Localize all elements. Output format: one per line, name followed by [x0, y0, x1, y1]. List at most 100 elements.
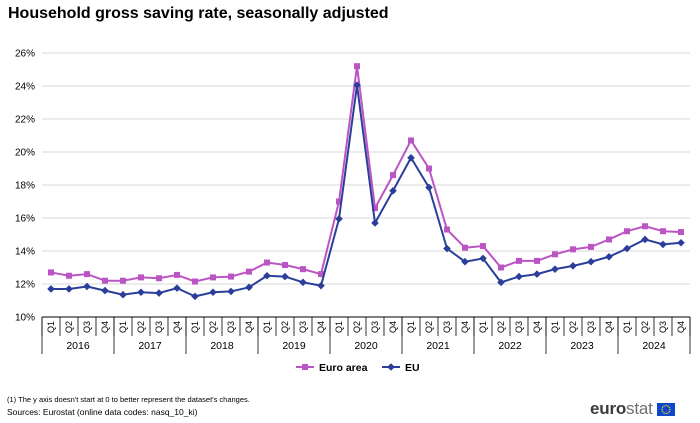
data-point-eu [605, 252, 613, 261]
data-point-eu [461, 257, 469, 266]
data-point-eu [659, 240, 667, 249]
series-eu [47, 81, 685, 301]
data-point-eu [677, 238, 685, 247]
data-point-eu [83, 282, 91, 291]
data-point-eu [425, 183, 433, 192]
data-point-euro-area [138, 274, 144, 281]
legend-label: Euro area [319, 362, 368, 374]
y-tick-label: 10% [15, 313, 35, 324]
series-euro-area [48, 63, 684, 285]
y-tick-label: 16% [15, 214, 35, 225]
data-point-eu [443, 244, 451, 253]
x-tick-label-quarter: Q3 [658, 321, 668, 333]
data-point-eu [263, 271, 271, 280]
x-tick-label-quarter: Q1 [550, 321, 560, 333]
data-point-eu [515, 272, 523, 281]
data-point-euro-area [210, 274, 216, 281]
eu-flag-icon [656, 402, 675, 416]
x-tick-label-year: 2024 [642, 340, 666, 352]
y-axis: 10% 12% 14% 16% 18% 20% 22% 24% 26% [15, 49, 35, 324]
x-tick-label-quarter: Q4 [676, 321, 686, 333]
data-point-eu [407, 153, 415, 162]
data-point-euro-area [120, 277, 126, 284]
data-point-euro-area [498, 264, 504, 271]
data-point-euro-area [426, 165, 432, 172]
x-tick-label-quarter: Q1 [46, 321, 56, 333]
x-tick-label-year: 2020 [354, 340, 378, 352]
x-tick-label-quarter: Q2 [64, 321, 74, 333]
x-tick-label-quarter: Q2 [640, 321, 650, 333]
data-point-euro-area [192, 278, 198, 285]
flag-star [661, 410, 663, 412]
sources-note: Sources: Eurostat (online data codes: na… [7, 407, 198, 417]
data-point-eu [299, 278, 307, 287]
x-tick-label-quarter: Q2 [424, 321, 434, 333]
x-tick-label-year: 2016 [66, 340, 90, 352]
data-point-eu [119, 290, 127, 299]
x-tick-label-quarter: Q3 [226, 321, 236, 333]
data-point-euro-area [588, 243, 594, 250]
y-tick-label: 18% [15, 181, 35, 192]
flag-star [666, 404, 669, 407]
legend-item-euro-area: Euro area [296, 362, 368, 374]
flag-star [664, 412, 667, 414]
data-point-euro-area [534, 257, 540, 264]
data-point-euro-area [156, 275, 162, 282]
data-point-euro-area [678, 229, 684, 236]
data-point-eu [353, 81, 361, 89]
data-point-euro-area [480, 243, 486, 250]
data-point-euro-area [300, 266, 306, 273]
data-point-eu [245, 283, 253, 292]
data-point-euro-area [336, 198, 342, 205]
x-tick-label-quarter: Q2 [568, 321, 578, 333]
x-tick-label-year: 2017 [138, 340, 162, 352]
x-tick-label-quarter: Q4 [460, 321, 470, 333]
data-point-eu [587, 257, 595, 266]
x-tick-label-quarter: Q4 [244, 321, 254, 333]
x-tick-label-quarter: Q4 [316, 321, 326, 333]
data-point-euro-area [552, 251, 558, 258]
eurostat-logo: eurostat [590, 398, 675, 420]
x-tick-label-quarter: Q4 [388, 321, 398, 333]
x-tick-label-year: 2019 [282, 340, 306, 352]
data-point-eu [479, 254, 487, 263]
data-point-eu [281, 272, 289, 281]
y-tick-label: 12% [15, 280, 35, 291]
data-point-euro-area [570, 246, 576, 253]
data-point-eu [569, 262, 577, 270]
y-tick-label: 26% [15, 49, 35, 60]
flag-star [660, 408, 663, 410]
legend-swatch-marker [302, 364, 308, 370]
flag-star [661, 406, 663, 408]
x-tick-label-quarter: Q1 [406, 321, 416, 333]
x-tick-label-year: 2018 [210, 340, 234, 352]
y-tick-label: 24% [15, 82, 35, 93]
legend-item-eu: EU [382, 362, 420, 374]
series-line-euro-area [50, 65, 682, 283]
x-tick-label-quarter: Q4 [604, 321, 614, 333]
data-point-euro-area [372, 205, 378, 212]
data-point-euro-area [444, 226, 450, 233]
data-point-euro-area [390, 172, 396, 179]
x-tick-label-quarter: Q1 [190, 321, 200, 333]
data-point-eu [497, 278, 505, 287]
x-tick-label-quarter: Q4 [172, 321, 182, 333]
flag-star [662, 411, 665, 414]
y-tick-label: 22% [15, 115, 35, 126]
data-point-euro-area [624, 228, 630, 235]
data-point-eu [47, 285, 55, 293]
chart-title: Household gross saving rate, seasonally … [8, 5, 389, 22]
data-point-eu [623, 244, 631, 253]
x-tick-label-quarter: Q3 [514, 321, 524, 333]
flag-star [662, 404, 665, 407]
flag-star [666, 411, 669, 414]
data-point-euro-area [264, 259, 270, 266]
x-tick-label-year: 2021 [426, 340, 450, 352]
x-tick-label-quarter: Q1 [334, 321, 344, 333]
data-point-euro-area [660, 228, 666, 235]
x-tick-label-quarter: Q4 [100, 321, 110, 333]
data-point-euro-area [462, 244, 468, 251]
legend-swatch-marker [387, 363, 395, 371]
data-point-euro-area [282, 262, 288, 269]
x-tick-label-quarter: Q1 [118, 321, 128, 333]
